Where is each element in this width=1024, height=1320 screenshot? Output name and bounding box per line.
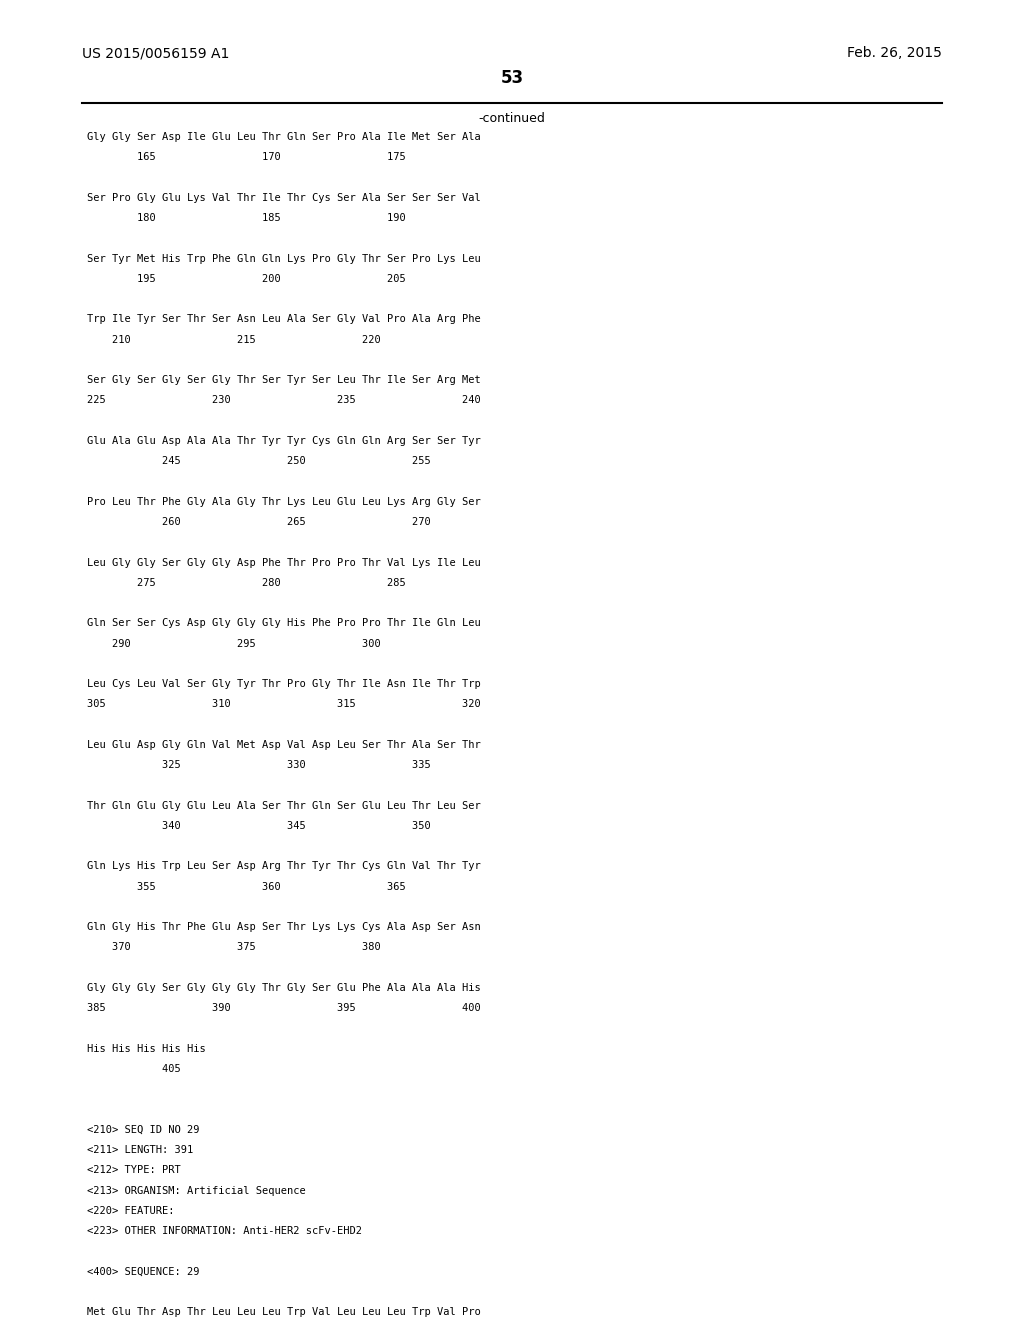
Text: -continued: -continued [478, 112, 546, 125]
Text: 405: 405 [87, 1064, 181, 1074]
Text: 370                 375                 380: 370 375 380 [87, 942, 381, 953]
Text: 340                 345                 350: 340 345 350 [87, 821, 431, 830]
Text: Met Glu Thr Asp Thr Leu Leu Leu Trp Val Leu Leu Leu Trp Val Pro: Met Glu Thr Asp Thr Leu Leu Leu Trp Val … [87, 1307, 481, 1317]
Text: Ser Pro Gly Glu Lys Val Thr Ile Thr Cys Ser Ala Ser Ser Ser Val: Ser Pro Gly Glu Lys Val Thr Ile Thr Cys … [87, 193, 481, 203]
Text: 385                 390                 395                 400: 385 390 395 400 [87, 1003, 481, 1014]
Text: 275                 280                 285: 275 280 285 [87, 578, 406, 587]
Text: Feb. 26, 2015: Feb. 26, 2015 [847, 46, 942, 61]
Text: His His His His His: His His His His His [87, 1044, 206, 1053]
Text: Gln Gly His Thr Phe Glu Asp Ser Thr Lys Lys Cys Ala Asp Ser Asn: Gln Gly His Thr Phe Glu Asp Ser Thr Lys … [87, 923, 481, 932]
Text: Thr Gln Glu Gly Glu Leu Ala Ser Thr Gln Ser Glu Leu Thr Leu Ser: Thr Gln Glu Gly Glu Leu Ala Ser Thr Gln … [87, 801, 481, 810]
Text: 245                 250                 255: 245 250 255 [87, 457, 431, 466]
Text: Ser Gly Ser Gly Ser Gly Thr Ser Tyr Ser Leu Thr Ile Ser Arg Met: Ser Gly Ser Gly Ser Gly Thr Ser Tyr Ser … [87, 375, 481, 385]
Text: Gln Lys His Trp Leu Ser Asp Arg Thr Tyr Thr Cys Gln Val Thr Tyr: Gln Lys His Trp Leu Ser Asp Arg Thr Tyr … [87, 862, 481, 871]
Text: <212> TYPE: PRT: <212> TYPE: PRT [87, 1166, 181, 1175]
Text: Leu Cys Leu Val Ser Gly Tyr Thr Pro Gly Thr Ile Asn Ile Thr Trp: Leu Cys Leu Val Ser Gly Tyr Thr Pro Gly … [87, 678, 481, 689]
Text: 355                 360                 365: 355 360 365 [87, 882, 406, 892]
Text: <213> ORGANISM: Artificial Sequence: <213> ORGANISM: Artificial Sequence [87, 1185, 306, 1196]
Text: Leu Glu Asp Gly Gln Val Met Asp Val Asp Leu Ser Thr Ala Ser Thr: Leu Glu Asp Gly Gln Val Met Asp Val Asp … [87, 739, 481, 750]
Text: Leu Gly Gly Ser Gly Gly Asp Phe Thr Pro Pro Thr Val Lys Ile Leu: Leu Gly Gly Ser Gly Gly Asp Phe Thr Pro … [87, 557, 481, 568]
Text: Glu Ala Glu Asp Ala Ala Thr Tyr Tyr Cys Gln Gln Arg Ser Ser Tyr: Glu Ala Glu Asp Ala Ala Thr Tyr Tyr Cys … [87, 436, 481, 446]
Text: 325                 330                 335: 325 330 335 [87, 760, 431, 770]
Text: <211> LENGTH: 391: <211> LENGTH: 391 [87, 1146, 194, 1155]
Text: <220> FEATURE:: <220> FEATURE: [87, 1206, 174, 1216]
Text: Ser Tyr Met His Trp Phe Gln Gln Lys Pro Gly Thr Ser Pro Lys Leu: Ser Tyr Met His Trp Phe Gln Gln Lys Pro … [87, 253, 481, 264]
Text: <400> SEQUENCE: 29: <400> SEQUENCE: 29 [87, 1267, 200, 1276]
Text: 305                 310                 315                 320: 305 310 315 320 [87, 700, 481, 709]
Text: 225                 230                 235                 240: 225 230 235 240 [87, 396, 481, 405]
Text: US 2015/0056159 A1: US 2015/0056159 A1 [82, 46, 229, 61]
Text: 210                 215                 220: 210 215 220 [87, 334, 381, 345]
Text: 195                 200                 205: 195 200 205 [87, 273, 406, 284]
Text: Pro Leu Thr Phe Gly Ala Gly Thr Lys Leu Glu Leu Lys Arg Gly Ser: Pro Leu Thr Phe Gly Ala Gly Thr Lys Leu … [87, 496, 481, 507]
Text: <210> SEQ ID NO 29: <210> SEQ ID NO 29 [87, 1125, 200, 1135]
Text: Gly Gly Gly Ser Gly Gly Gly Thr Gly Ser Glu Phe Ala Ala Ala His: Gly Gly Gly Ser Gly Gly Gly Thr Gly Ser … [87, 983, 481, 993]
Text: Gln Ser Ser Cys Asp Gly Gly Gly His Phe Pro Pro Thr Ile Gln Leu: Gln Ser Ser Cys Asp Gly Gly Gly His Phe … [87, 618, 481, 628]
Text: 180                 185                 190: 180 185 190 [87, 213, 406, 223]
Text: 165                 170                 175: 165 170 175 [87, 152, 406, 162]
Text: 53: 53 [501, 69, 523, 87]
Text: <223> OTHER INFORMATION: Anti-HER2 scFv-EHD2: <223> OTHER INFORMATION: Anti-HER2 scFv-… [87, 1226, 362, 1236]
Text: 260                 265                 270: 260 265 270 [87, 517, 431, 527]
Text: 290                 295                 300: 290 295 300 [87, 639, 381, 648]
Text: Gly Gly Ser Asp Ile Glu Leu Thr Gln Ser Pro Ala Ile Met Ser Ala: Gly Gly Ser Asp Ile Glu Leu Thr Gln Ser … [87, 132, 481, 143]
Text: Trp Ile Tyr Ser Thr Ser Asn Leu Ala Ser Gly Val Pro Ala Arg Phe: Trp Ile Tyr Ser Thr Ser Asn Leu Ala Ser … [87, 314, 481, 325]
